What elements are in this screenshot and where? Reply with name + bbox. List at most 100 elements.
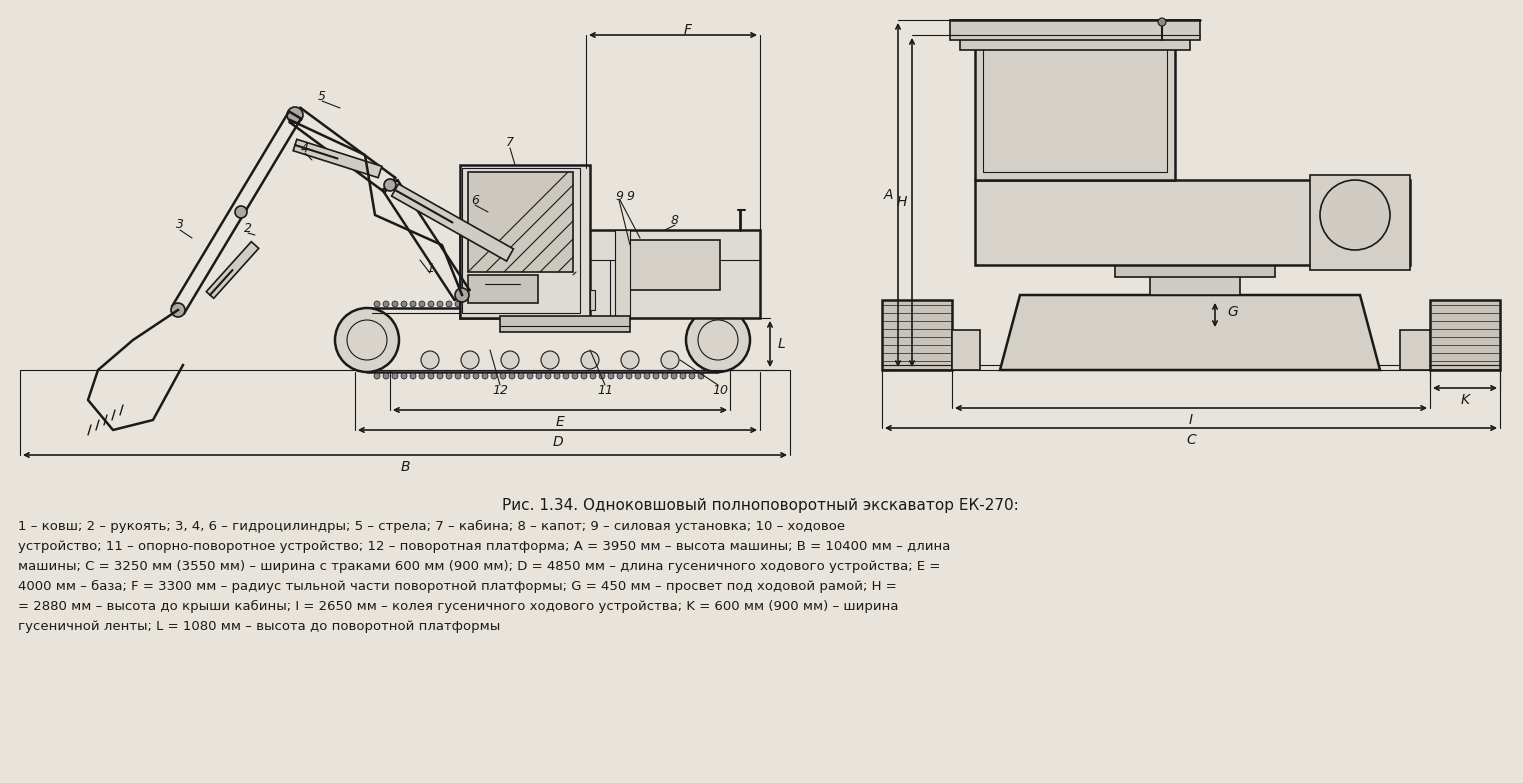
Bar bbox=[950, 20, 1200, 40]
Text: A: A bbox=[883, 188, 892, 202]
Circle shape bbox=[391, 301, 398, 307]
Circle shape bbox=[635, 301, 641, 307]
Circle shape bbox=[663, 301, 669, 307]
Circle shape bbox=[428, 373, 434, 379]
Bar bbox=[1115, 265, 1275, 277]
Bar bbox=[468, 275, 538, 303]
Text: 2: 2 bbox=[244, 222, 251, 234]
Circle shape bbox=[286, 107, 303, 123]
Circle shape bbox=[527, 301, 533, 307]
Circle shape bbox=[573, 301, 579, 307]
Circle shape bbox=[688, 373, 694, 379]
Text: 8: 8 bbox=[672, 214, 679, 226]
Circle shape bbox=[589, 301, 595, 307]
Circle shape bbox=[688, 301, 694, 307]
Circle shape bbox=[698, 320, 739, 360]
Circle shape bbox=[437, 301, 443, 307]
Circle shape bbox=[608, 373, 614, 379]
Circle shape bbox=[1157, 18, 1167, 26]
Circle shape bbox=[474, 373, 480, 379]
Text: машины; C = 3250 мм (3550 мм) – ширина с траками 600 мм (900 мм); D = 4850 мм – : машины; C = 3250 мм (3550 мм) – ширина с… bbox=[18, 560, 940, 573]
Circle shape bbox=[536, 301, 542, 307]
Bar bbox=[615, 230, 631, 320]
Polygon shape bbox=[1400, 330, 1430, 370]
Circle shape bbox=[375, 373, 381, 379]
Circle shape bbox=[589, 373, 595, 379]
Circle shape bbox=[384, 179, 396, 191]
Bar bbox=[631, 240, 720, 290]
Text: Рис. 1.34. Одноковшовый полноповоротный экскаватор ЕК-270:: Рис. 1.34. Одноковшовый полноповоротный … bbox=[501, 498, 1019, 513]
Polygon shape bbox=[294, 139, 382, 178]
Circle shape bbox=[663, 373, 669, 379]
Circle shape bbox=[509, 373, 515, 379]
Text: гусеничной ленты; L = 1080 мм – высота до поворотной платформы: гусеничной ленты; L = 1080 мм – высота д… bbox=[18, 620, 500, 633]
Bar bbox=[468, 172, 573, 272]
Circle shape bbox=[401, 301, 407, 307]
Circle shape bbox=[661, 351, 679, 369]
Circle shape bbox=[419, 301, 425, 307]
Bar bbox=[460, 165, 589, 318]
Circle shape bbox=[461, 351, 480, 369]
Circle shape bbox=[420, 351, 439, 369]
Circle shape bbox=[573, 373, 579, 379]
Circle shape bbox=[564, 373, 570, 379]
Text: 1 – ковш; 2 – рукоять; 3, 4, 6 – гидроцилиндры; 5 – стрела; 7 – кабина; 8 – капо: 1 – ковш; 2 – рукоять; 3, 4, 6 – гидроци… bbox=[18, 520, 845, 533]
Circle shape bbox=[685, 308, 749, 372]
Bar bbox=[461, 168, 580, 313]
Circle shape bbox=[672, 373, 678, 379]
Text: 10: 10 bbox=[711, 384, 728, 396]
Circle shape bbox=[518, 301, 524, 307]
Circle shape bbox=[564, 301, 570, 307]
Circle shape bbox=[545, 373, 551, 379]
Circle shape bbox=[644, 301, 650, 307]
Circle shape bbox=[235, 206, 247, 218]
Circle shape bbox=[541, 351, 559, 369]
Text: 7: 7 bbox=[506, 136, 513, 150]
Circle shape bbox=[580, 301, 586, 307]
Circle shape bbox=[672, 301, 678, 307]
Bar bbox=[1430, 300, 1500, 370]
Circle shape bbox=[481, 301, 487, 307]
Circle shape bbox=[474, 301, 480, 307]
Text: устройство; 11 – опорно-поворотное устройство; 12 – поворотная платформа; A = 39: устройство; 11 – опорно-поворотное устро… bbox=[18, 540, 950, 553]
Circle shape bbox=[509, 301, 515, 307]
Circle shape bbox=[580, 373, 586, 379]
Polygon shape bbox=[206, 242, 259, 298]
Bar bbox=[460, 230, 760, 318]
Circle shape bbox=[1320, 180, 1390, 250]
Bar bbox=[1150, 265, 1240, 295]
Circle shape bbox=[698, 373, 704, 379]
Text: 1: 1 bbox=[426, 262, 434, 275]
Circle shape bbox=[437, 373, 443, 379]
Circle shape bbox=[536, 373, 542, 379]
Polygon shape bbox=[1001, 295, 1380, 370]
Circle shape bbox=[401, 373, 407, 379]
Circle shape bbox=[621, 351, 640, 369]
Circle shape bbox=[617, 301, 623, 307]
Bar bbox=[975, 180, 1410, 265]
Circle shape bbox=[335, 308, 399, 372]
Circle shape bbox=[679, 373, 685, 379]
Bar bbox=[500, 316, 631, 332]
Text: H: H bbox=[897, 196, 908, 210]
Circle shape bbox=[419, 373, 425, 379]
Circle shape bbox=[599, 301, 605, 307]
Circle shape bbox=[501, 351, 519, 369]
Circle shape bbox=[644, 373, 650, 379]
Circle shape bbox=[347, 320, 387, 360]
Circle shape bbox=[382, 373, 388, 379]
Text: K: K bbox=[1461, 393, 1470, 407]
Text: 4000 мм – база; F = 3300 мм – радиус тыльной части поворотной платформы; G = 450: 4000 мм – база; F = 3300 мм – радиус тыл… bbox=[18, 580, 897, 593]
Circle shape bbox=[527, 373, 533, 379]
Text: I: I bbox=[1189, 413, 1193, 427]
Circle shape bbox=[554, 301, 560, 307]
Bar bbox=[882, 300, 952, 370]
Polygon shape bbox=[391, 184, 513, 261]
Circle shape bbox=[626, 373, 632, 379]
Circle shape bbox=[490, 373, 496, 379]
Text: 12: 12 bbox=[492, 384, 509, 396]
Text: 4: 4 bbox=[302, 142, 309, 154]
Text: C: C bbox=[1186, 433, 1196, 447]
Circle shape bbox=[653, 301, 659, 307]
Circle shape bbox=[465, 301, 471, 307]
